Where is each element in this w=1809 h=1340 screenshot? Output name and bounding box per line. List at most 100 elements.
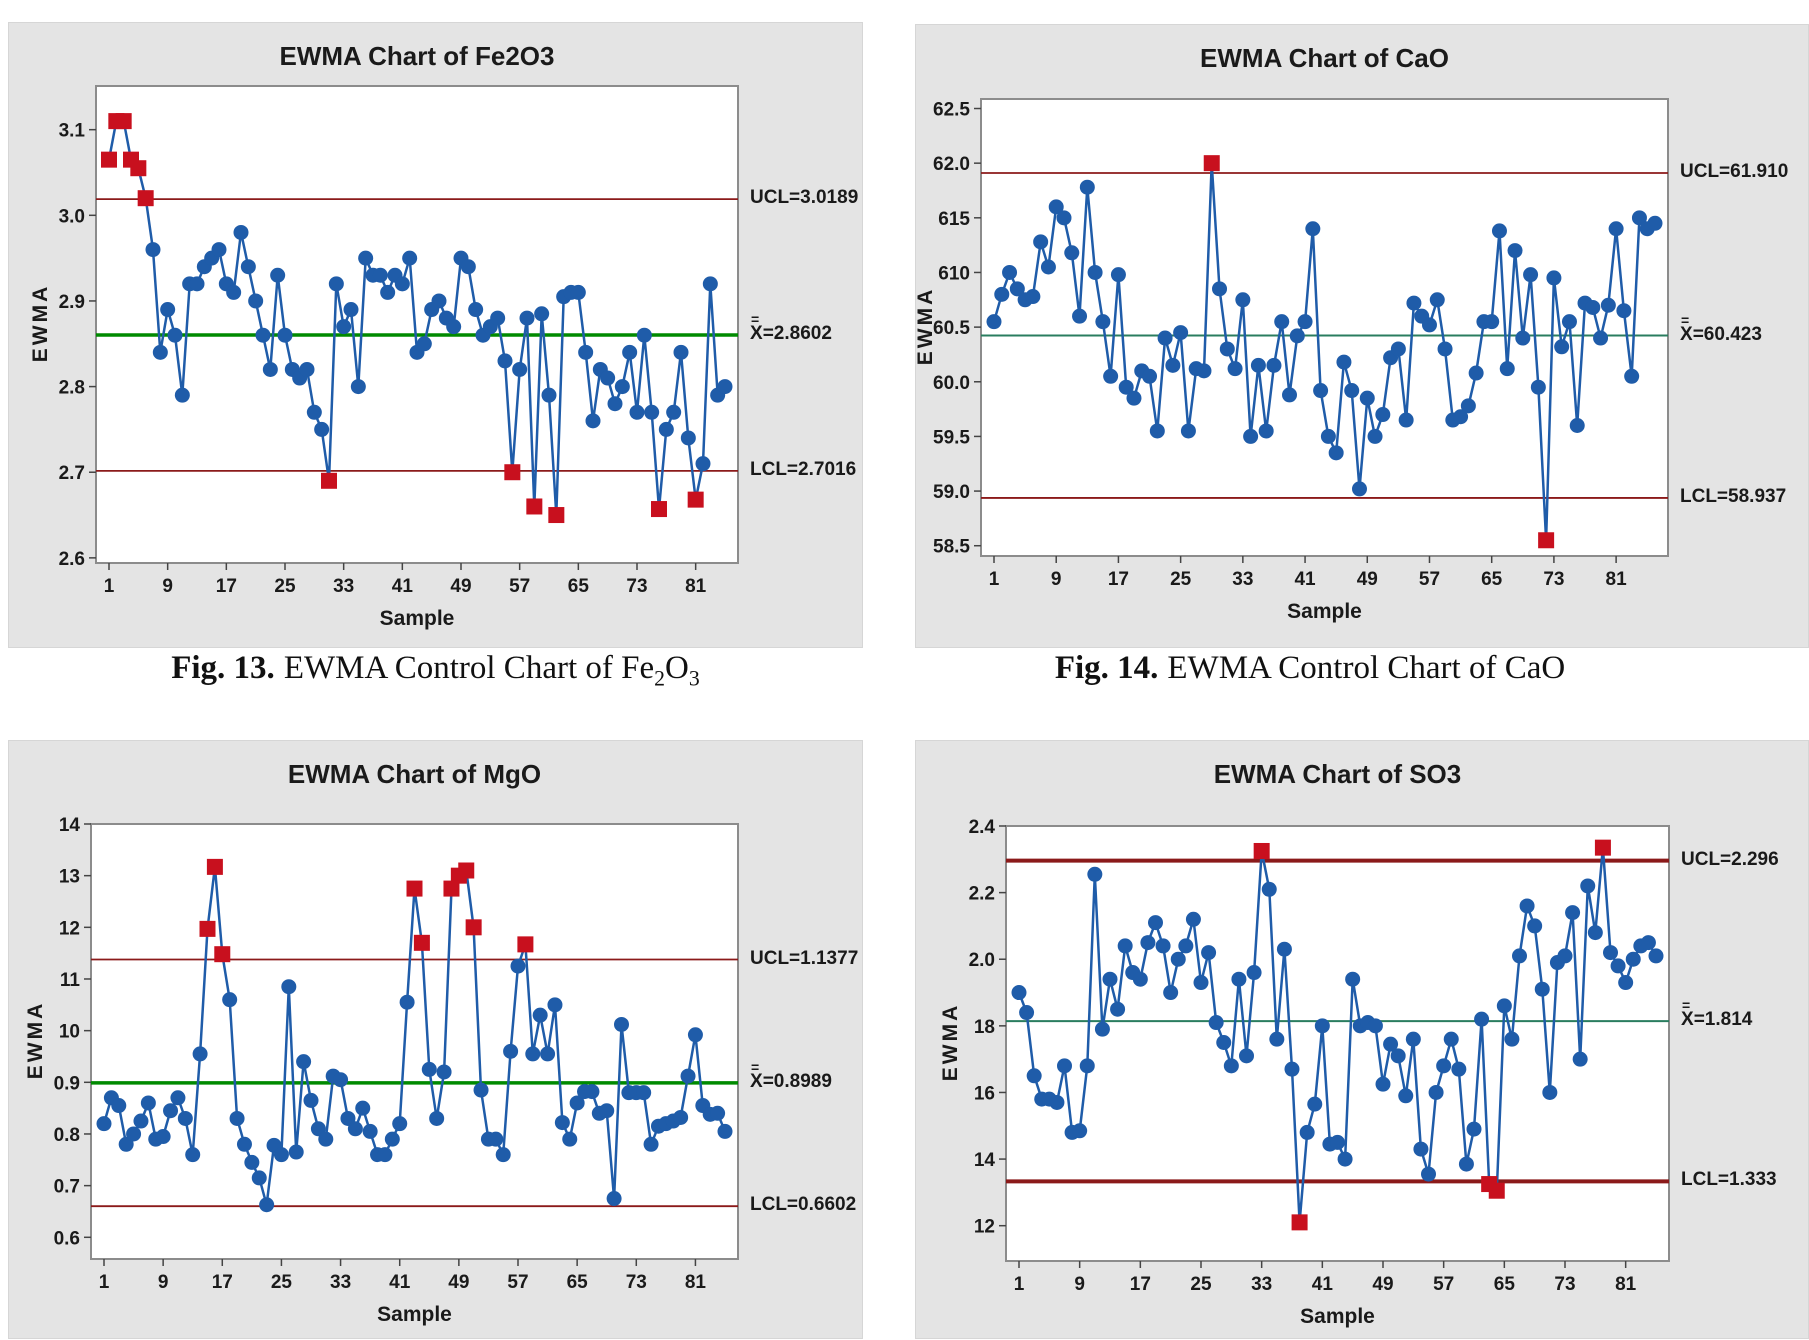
data-point bbox=[310, 1121, 326, 1137]
data-point bbox=[1534, 981, 1550, 997]
data-point bbox=[1201, 945, 1217, 961]
data-point bbox=[1163, 985, 1179, 1001]
data-point bbox=[614, 379, 630, 395]
data-point bbox=[1117, 938, 1133, 954]
x-tick-label: 81 bbox=[685, 1272, 707, 1293]
center-line-label: = X=1.814 bbox=[1681, 997, 1752, 1031]
ucl-label: UCL=2.296 bbox=[1681, 848, 1779, 870]
x-tick-label: 73 bbox=[1543, 569, 1564, 590]
data-point bbox=[1056, 210, 1072, 226]
data-point bbox=[1647, 215, 1663, 231]
data-point bbox=[636, 1085, 652, 1101]
data-point bbox=[1126, 390, 1142, 406]
data-point bbox=[1405, 1031, 1421, 1047]
data-point bbox=[1140, 935, 1156, 951]
data-point bbox=[1610, 958, 1626, 974]
y-tick-label: 0.8 bbox=[54, 1125, 80, 1146]
x-tick-label: 41 bbox=[389, 1272, 411, 1293]
x-axis-label: Sample bbox=[1300, 1305, 1375, 1328]
data-point bbox=[133, 1113, 149, 1129]
data-point bbox=[1336, 354, 1352, 370]
data-point bbox=[1009, 281, 1025, 297]
x-tick-label: 9 bbox=[162, 576, 173, 597]
data-point bbox=[1398, 1088, 1414, 1104]
data-point bbox=[222, 992, 238, 1008]
data-point bbox=[372, 267, 388, 283]
lcl-label: LCL=2.7016 bbox=[750, 458, 857, 480]
data-point bbox=[622, 344, 638, 360]
data-point bbox=[680, 1068, 696, 1084]
data-point bbox=[525, 1046, 541, 1062]
data-point bbox=[1079, 179, 1095, 195]
data-point bbox=[658, 421, 674, 437]
data-point bbox=[1406, 295, 1422, 311]
data-point bbox=[643, 1136, 659, 1152]
data-point bbox=[296, 1054, 312, 1070]
data-point bbox=[510, 958, 526, 974]
data-point bbox=[1616, 303, 1632, 319]
double-bar: = bbox=[751, 1058, 759, 1075]
data-point bbox=[1185, 911, 1201, 927]
out-of-control-point bbox=[687, 491, 704, 508]
xbar-symbol: X bbox=[1681, 1009, 1694, 1031]
data-point bbox=[519, 310, 535, 326]
data-point bbox=[1466, 1121, 1482, 1137]
data-point bbox=[1383, 1036, 1399, 1052]
data-point bbox=[1345, 971, 1361, 987]
data-point bbox=[1593, 330, 1609, 346]
data-point bbox=[392, 1116, 408, 1132]
data-point bbox=[1390, 341, 1406, 357]
xbar-symbol: X bbox=[750, 323, 763, 345]
series-line bbox=[992, 161, 1656, 542]
data-point bbox=[1110, 1001, 1126, 1017]
data-point bbox=[273, 1147, 289, 1163]
data-point bbox=[702, 276, 718, 292]
data-point bbox=[1297, 314, 1313, 330]
ucl-label: UCL=1.1377 bbox=[750, 947, 859, 969]
data-point bbox=[1569, 417, 1585, 433]
x-tick-label: 9 bbox=[1051, 569, 1062, 590]
center-value: =60.423 bbox=[1692, 323, 1762, 345]
data-point bbox=[299, 361, 315, 377]
out-of-control-point bbox=[517, 936, 534, 953]
data-point bbox=[534, 306, 550, 322]
x-tick-label: 49 bbox=[450, 576, 471, 597]
x-tick-label: 17 bbox=[212, 1272, 233, 1293]
data-point bbox=[1193, 975, 1209, 991]
data-point bbox=[695, 456, 711, 472]
data-point bbox=[1491, 223, 1507, 239]
data-point bbox=[1367, 1018, 1383, 1034]
x-tick-label: 1 bbox=[99, 1272, 110, 1293]
out-of-control-point bbox=[1253, 842, 1270, 859]
xbar-symbol: X bbox=[750, 1070, 763, 1092]
plot-frame bbox=[1005, 825, 1670, 1262]
data-point bbox=[402, 250, 418, 266]
data-point bbox=[717, 1123, 733, 1139]
out-of-control-point bbox=[206, 858, 223, 875]
data-point bbox=[1585, 299, 1601, 315]
caption-number: Fig. 14. bbox=[1054, 650, 1159, 686]
data-point bbox=[1033, 234, 1049, 250]
data-point bbox=[281, 979, 297, 995]
data-point bbox=[288, 1144, 304, 1160]
y-tick-label: 18 bbox=[974, 1017, 995, 1038]
data-point bbox=[1170, 951, 1186, 967]
data-point bbox=[244, 1154, 260, 1170]
data-point bbox=[174, 387, 190, 403]
data-point bbox=[1561, 314, 1577, 330]
data-point bbox=[1421, 1166, 1436, 1182]
data-point bbox=[163, 1103, 179, 1119]
center-value: =2.8602 bbox=[762, 323, 832, 345]
data-point bbox=[1157, 330, 1173, 346]
data-point bbox=[986, 314, 1002, 330]
data-point bbox=[562, 1131, 578, 1147]
data-point bbox=[1375, 1076, 1391, 1092]
data-point bbox=[540, 1046, 556, 1062]
x-tick-label: 41 bbox=[1312, 1274, 1334, 1295]
data-point bbox=[152, 344, 168, 360]
x-tick-label: 65 bbox=[1494, 1274, 1516, 1295]
out-of-control-point bbox=[321, 472, 337, 489]
out-of-control-point bbox=[413, 934, 430, 951]
data-point bbox=[306, 404, 322, 420]
